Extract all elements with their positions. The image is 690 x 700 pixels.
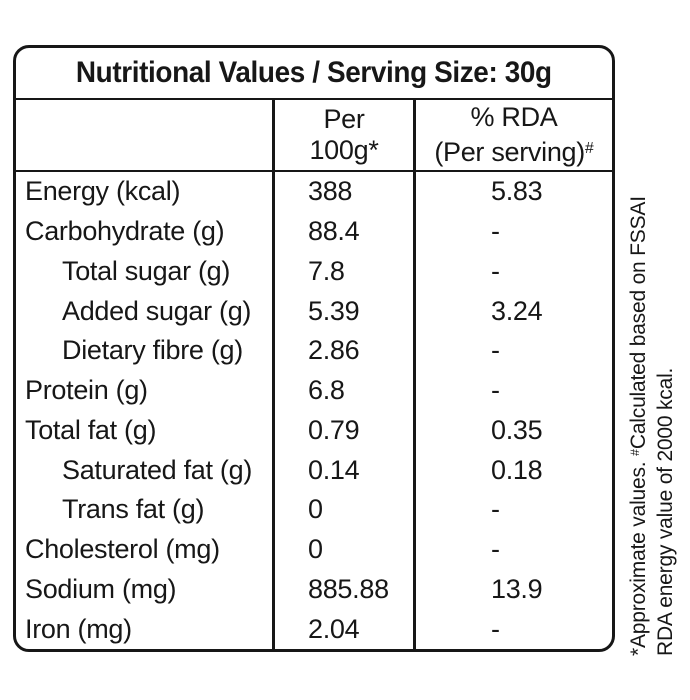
table-row: Saturated fat (g) 0.14 0.18	[16, 450, 612, 490]
row-per100-value: 0.14	[308, 454, 360, 485]
table-title-row: Nutritional Values / Serving Size: 30g	[16, 48, 612, 100]
table-row: Protein (g) 6.8 -	[16, 370, 612, 411]
table-row: Iron (mg) 2.04 -	[16, 609, 612, 649]
row-label: Total fat (g)	[25, 414, 157, 445]
hash-mark: #	[628, 449, 642, 456]
row-rda-value: -	[491, 494, 500, 525]
footnote-line-2: RDA energy value of 2000 kcal.	[654, 367, 678, 656]
row-label: Dietary fibre (g)	[62, 335, 243, 366]
row-rda-value: 5.83	[491, 176, 543, 207]
table-row: Carbohydrate (g) 88.4 -	[16, 211, 612, 252]
row-label: Added sugar (g)	[62, 295, 252, 326]
row-label: Energy (kcal)	[25, 176, 181, 207]
table-row: Energy (kcal) 388 5.83	[16, 172, 612, 212]
table-row: Cholesterol (mg) 0 -	[16, 529, 612, 570]
row-label: Protein (g)	[25, 375, 148, 406]
header-per-100g-line1: Per	[323, 104, 365, 134]
row-label: Iron (mg)	[25, 613, 132, 644]
table-row: Dietary fibre (g) 2.86 -	[16, 331, 612, 371]
footnote-vertical-text: *Approximate values. #Calculated based o…	[622, 108, 679, 656]
table-row: Trans fat (g) 0 -	[16, 490, 612, 530]
footnote-line-1: *Approximate values. #Calculated based o…	[627, 196, 651, 656]
row-label: Cholesterol (mg)	[25, 534, 220, 565]
row-rda-value: 0.18	[491, 454, 543, 485]
nutrition-table: Nutritional Values / Serving Size: 30g P…	[13, 45, 615, 652]
header-nutrient-column	[16, 100, 272, 170]
header-per-100g-line2: 100g*	[309, 135, 379, 165]
row-label: Saturated fat (g)	[62, 454, 253, 485]
table-row: Total sugar (g) 7.8 -	[16, 251, 612, 292]
row-rda-value: -	[491, 534, 500, 565]
row-rda-value: -	[491, 216, 500, 247]
row-per100-value: 88.4	[308, 216, 360, 247]
table-title: Nutritional Values / Serving Size: 30g	[76, 56, 552, 89]
header-rda-line2: (Per serving)#	[434, 136, 594, 167]
row-rda-value: 3.24	[491, 295, 543, 326]
row-label: Trans fat (g)	[62, 494, 205, 525]
row-rda-value: 13.9	[491, 573, 543, 604]
row-per100-value: 0	[308, 494, 323, 525]
hash-mark: #	[584, 140, 594, 158]
table-row: Sodium (mg) 885.88 13.9	[16, 569, 612, 610]
table-row: Added sugar (g) 5.39 3.24	[16, 291, 612, 331]
row-per100-value: 0.79	[308, 414, 360, 445]
row-per100-value: 0	[308, 534, 323, 565]
row-per100-value: 7.8	[308, 255, 345, 286]
row-per100-value: 6.8	[308, 375, 345, 406]
row-rda-value: -	[491, 375, 500, 406]
asterisk-mark: *	[368, 135, 379, 165]
row-label: Carbohydrate (g)	[25, 216, 225, 247]
header-rda-line1: % RDA	[470, 102, 558, 133]
table-body: Energy (kcal) 388 5.83 Carbohydrate (g) …	[16, 172, 612, 649]
table-header-row: Per 100g* % RDA (Per serving)#	[16, 100, 612, 172]
row-per100-value: 388	[308, 176, 353, 207]
row-label: Total sugar (g)	[62, 255, 231, 286]
row-rda-value: -	[491, 335, 500, 366]
row-rda-value: 0.35	[491, 414, 543, 445]
header-rda: % RDA (Per serving)#	[413, 100, 612, 170]
row-label: Sodium (mg)	[25, 573, 177, 604]
header-per-100g: Per 100g*	[272, 100, 413, 170]
row-per100-value: 2.86	[308, 335, 360, 366]
table-row: Total fat (g) 0.79 0.35	[16, 410, 612, 451]
row-rda-value: -	[491, 613, 500, 644]
row-per100-value: 2.04	[308, 613, 360, 644]
row-rda-value: -	[491, 255, 500, 286]
row-per100-value: 885.88	[308, 573, 389, 604]
row-per100-value: 5.39	[308, 295, 360, 326]
